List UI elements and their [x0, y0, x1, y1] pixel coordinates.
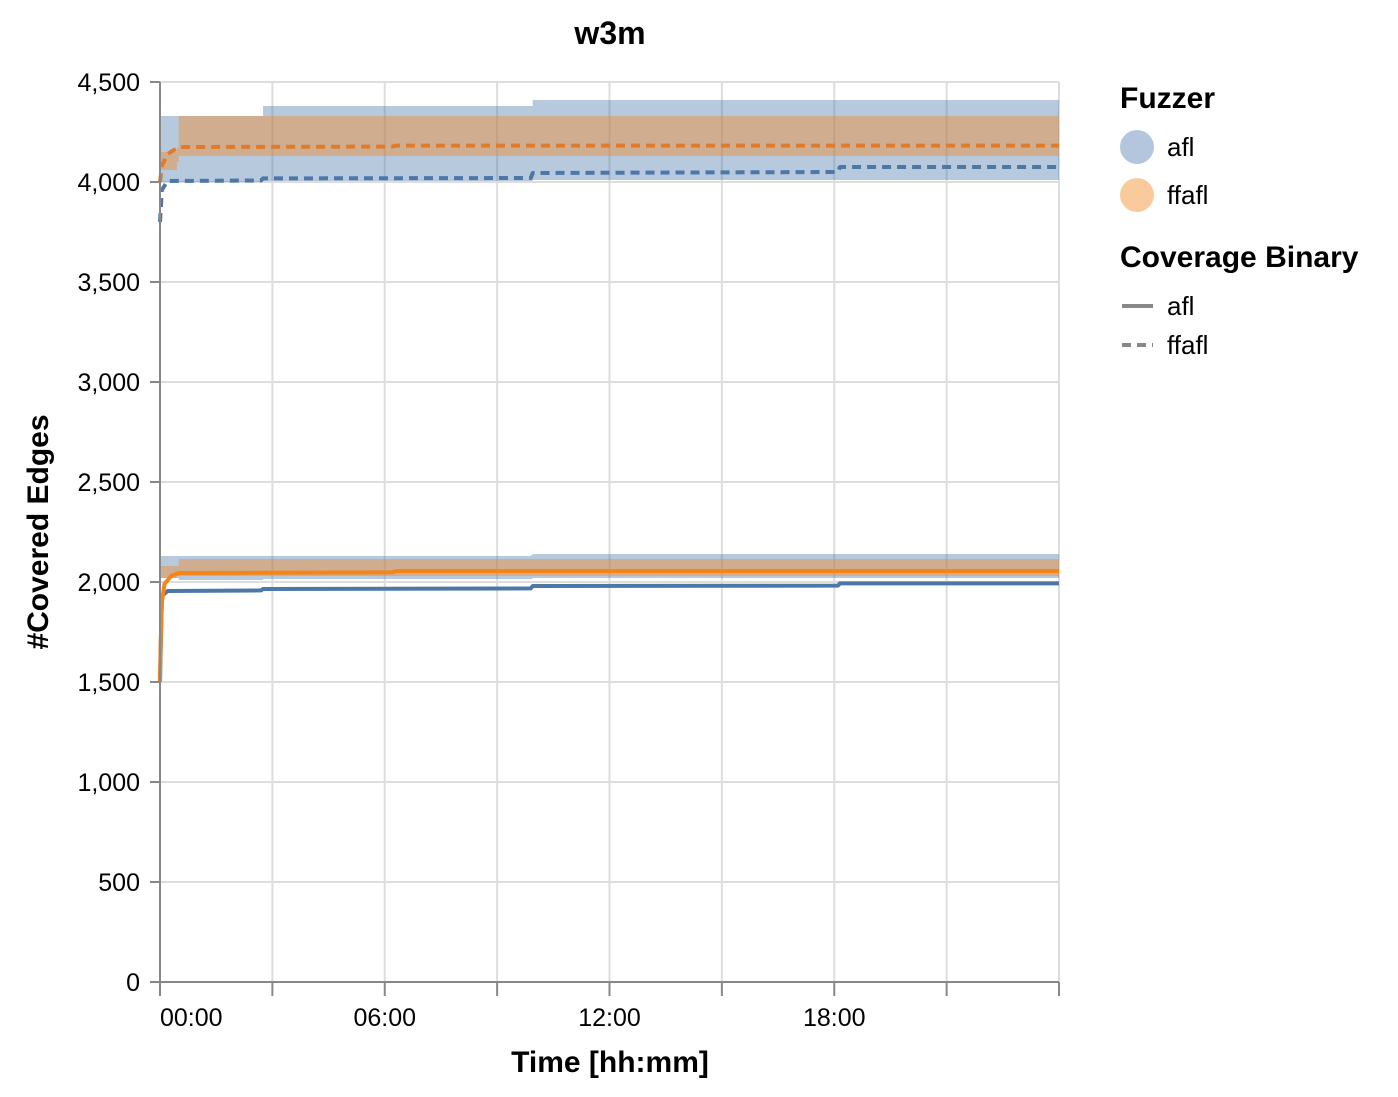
axes: 0 500 1,000 1,500 2,000 2,500 3,000 3,500 4,000 4… [77, 69, 1060, 1032]
y-axis-title: #Covered Edges [22, 414, 55, 649]
grid [159, 81, 1060, 983]
x-tick-label: 12:00 [578, 1004, 641, 1032]
y-tick-label: 3,000 [77, 369, 140, 397]
y-tick-label: 4,500 [77, 69, 140, 97]
legend-binary-label-afl: afl [1167, 291, 1194, 321]
line-ffafl-afl [158, 569, 1059, 683]
legend-binary-label-ffafl: ffafl [1167, 330, 1208, 360]
y-tick-label: 2,500 [77, 469, 140, 497]
legend-binary-title: Coverage Binary [1120, 241, 1359, 274]
y-tick-label: 500 [98, 869, 140, 897]
band-ffafl-afl [160, 559, 1059, 578]
x-tick-label: 00:00 [160, 1004, 223, 1032]
legend-fuzzer-label-ffafl: ffafl [1167, 180, 1208, 210]
band-ffafl-ffafl [160, 116, 1059, 170]
legend-fuzzer-swatch-ffafl [1120, 178, 1154, 212]
line-afl-ffafl [158, 165, 1059, 223]
legend-fuzzer-swatch-afl [1120, 130, 1154, 164]
y-tick-label: 1,500 [77, 669, 140, 697]
chart-title: w3m [573, 15, 645, 51]
legend-fuzzer-label-afl: afl [1167, 132, 1194, 162]
y-tick-label: 1,000 [77, 769, 140, 797]
line-ffafl-ffafl [158, 143, 1059, 183]
series-lines [158, 143, 1059, 683]
x-tick-label: 18:00 [803, 1004, 866, 1032]
legend: Fuzzer Coverage Binary afl ffafl afl ffafl [1120, 82, 1359, 360]
y-tick-label: 2,000 [77, 569, 140, 597]
y-tick-label: 4,000 [77, 169, 140, 197]
legend-fuzzer-title: Fuzzer [1120, 82, 1215, 115]
y-tick-label: 0 [126, 969, 140, 997]
y-tick-label: 3,500 [77, 269, 140, 297]
band-afl-ffafl [160, 98, 1059, 182]
x-axis-title: Time [hh:mm] [511, 1046, 709, 1079]
x-tick-label: 06:00 [353, 1004, 416, 1032]
